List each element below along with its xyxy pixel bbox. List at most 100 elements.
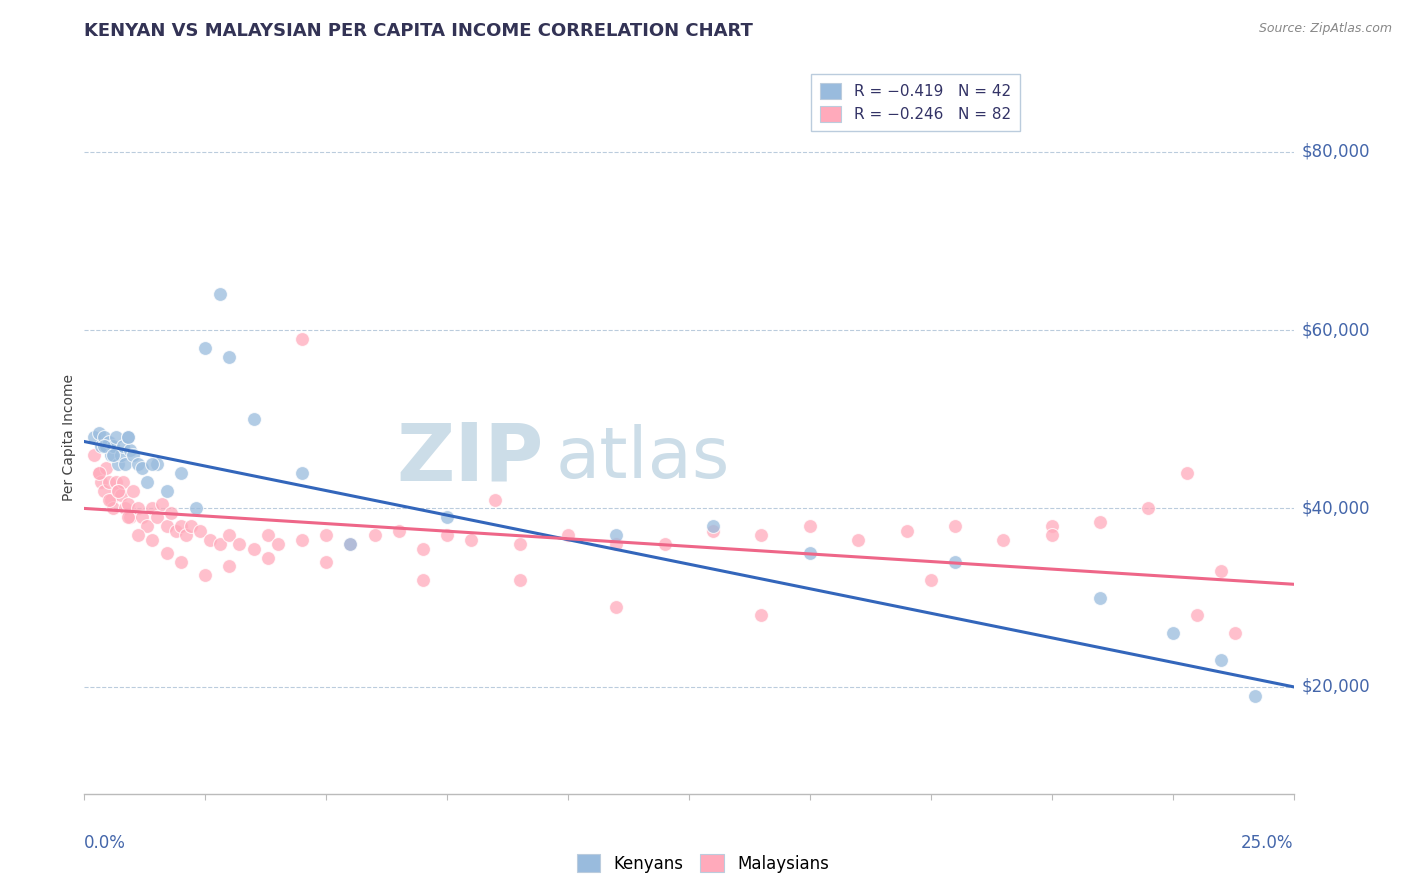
- Point: [190, 524, 212, 538]
- Point: [943, 519, 966, 533]
- Point: [315, 528, 337, 542]
- Point: [100, 448, 122, 462]
- Point: [121, 448, 143, 462]
- Point: [315, 555, 337, 569]
- Point: [155, 483, 177, 498]
- Point: [117, 510, 139, 524]
- Legend: R = −0.419   N = 42, R = −0.246   N = 82: R = −0.419 N = 42, R = −0.246 N = 82: [811, 74, 1019, 131]
- Point: [90, 439, 112, 453]
- Point: [799, 519, 821, 533]
- Point: [141, 501, 163, 516]
- Point: [127, 457, 149, 471]
- Point: [127, 528, 149, 542]
- Point: [1040, 519, 1063, 533]
- Point: [291, 533, 314, 547]
- Point: [90, 475, 112, 489]
- Point: [702, 519, 724, 533]
- Point: [920, 573, 942, 587]
- Point: [1088, 515, 1111, 529]
- Point: [509, 537, 531, 551]
- Point: [94, 461, 117, 475]
- Point: [110, 488, 132, 502]
- Text: Source: ZipAtlas.com: Source: ZipAtlas.com: [1258, 22, 1392, 36]
- Point: [605, 599, 627, 614]
- Point: [1209, 564, 1232, 578]
- Point: [1225, 626, 1247, 640]
- Legend: Kenyans, Malaysians: Kenyans, Malaysians: [571, 847, 835, 880]
- Point: [112, 475, 135, 489]
- Point: [104, 475, 127, 489]
- Point: [87, 466, 110, 480]
- Text: $40,000: $40,000: [1302, 500, 1371, 517]
- Point: [141, 533, 163, 547]
- Point: [117, 497, 139, 511]
- Text: KENYAN VS MALAYSIAN PER CAPITA INCOME CORRELATION CHART: KENYAN VS MALAYSIAN PER CAPITA INCOME CO…: [84, 22, 754, 40]
- Y-axis label: Per Capita Income: Per Capita Income: [62, 374, 76, 500]
- Point: [180, 519, 202, 533]
- Point: [103, 448, 125, 462]
- Point: [117, 430, 139, 444]
- Point: [702, 524, 724, 538]
- Point: [136, 475, 159, 489]
- Text: $80,000: $80,000: [1302, 143, 1371, 161]
- Point: [170, 555, 193, 569]
- Point: [120, 510, 142, 524]
- Point: [460, 533, 482, 547]
- Point: [104, 430, 127, 444]
- Point: [121, 483, 143, 498]
- Point: [160, 506, 183, 520]
- Point: [654, 537, 676, 551]
- Point: [218, 559, 240, 574]
- Point: [97, 434, 120, 449]
- Point: [605, 537, 627, 551]
- Point: [605, 528, 627, 542]
- Point: [107, 457, 129, 471]
- Point: [1040, 528, 1063, 542]
- Text: ZIP: ZIP: [396, 419, 544, 498]
- Point: [436, 528, 458, 542]
- Text: atlas: atlas: [555, 424, 730, 493]
- Point: [114, 501, 136, 516]
- Point: [1243, 689, 1265, 703]
- Point: [97, 492, 120, 507]
- Point: [751, 608, 773, 623]
- Point: [194, 568, 217, 582]
- Point: [291, 466, 314, 480]
- Point: [165, 524, 187, 538]
- Point: [141, 457, 163, 471]
- Point: [87, 425, 110, 440]
- Point: [1185, 608, 1208, 623]
- Point: [257, 550, 280, 565]
- Point: [155, 519, 177, 533]
- Point: [100, 492, 122, 507]
- Point: [846, 533, 869, 547]
- Point: [146, 457, 169, 471]
- Point: [170, 466, 193, 480]
- Point: [339, 537, 361, 551]
- Point: [896, 524, 918, 538]
- Point: [127, 501, 149, 516]
- Point: [174, 528, 197, 542]
- Point: [93, 430, 115, 444]
- Point: [993, 533, 1015, 547]
- Point: [194, 341, 217, 355]
- Point: [198, 533, 221, 547]
- Point: [218, 350, 240, 364]
- Point: [1088, 591, 1111, 605]
- Point: [799, 546, 821, 560]
- Point: [363, 528, 385, 542]
- Point: [484, 492, 506, 507]
- Point: [218, 528, 240, 542]
- Point: [339, 537, 361, 551]
- Point: [557, 528, 579, 542]
- Point: [103, 439, 125, 453]
- Point: [208, 287, 231, 301]
- Point: [83, 430, 105, 444]
- Point: [97, 475, 120, 489]
- Point: [436, 510, 458, 524]
- Text: $60,000: $60,000: [1302, 321, 1371, 339]
- Point: [412, 573, 434, 587]
- Point: [150, 497, 173, 511]
- Point: [93, 483, 115, 498]
- Text: 0.0%: 0.0%: [84, 834, 127, 852]
